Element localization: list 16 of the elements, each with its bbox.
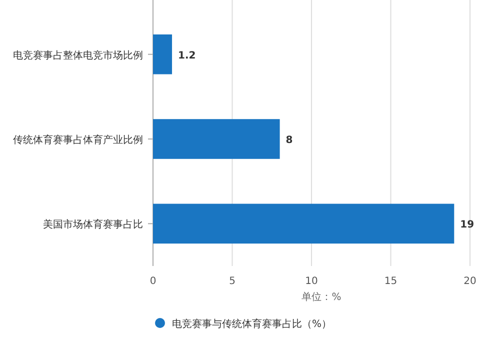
bar	[153, 204, 454, 244]
x-tick-label: 5	[229, 276, 236, 287]
x-tick-label: 15	[384, 276, 398, 287]
x-tick-label: 0	[150, 276, 156, 287]
y-tick-label: 美国市场体育赛事占比	[43, 218, 143, 231]
x-tick-label: 10	[305, 276, 318, 287]
x-axis-title: 单位：%	[302, 291, 342, 303]
x-tick-label: 20	[464, 276, 476, 287]
bar	[153, 34, 172, 74]
legend-label: 电竞赛事与传统体育赛事占比（%）	[172, 318, 332, 330]
data-label: 1.2	[178, 50, 196, 62]
data-label: 19	[460, 220, 474, 231]
y-tick-label: 电竞赛事占整体电竞市场比例	[13, 49, 143, 62]
bar	[153, 119, 280, 159]
y-tick-label: 传统体育赛事占体育产业比例	[13, 134, 143, 146]
data-label: 8	[286, 135, 293, 146]
